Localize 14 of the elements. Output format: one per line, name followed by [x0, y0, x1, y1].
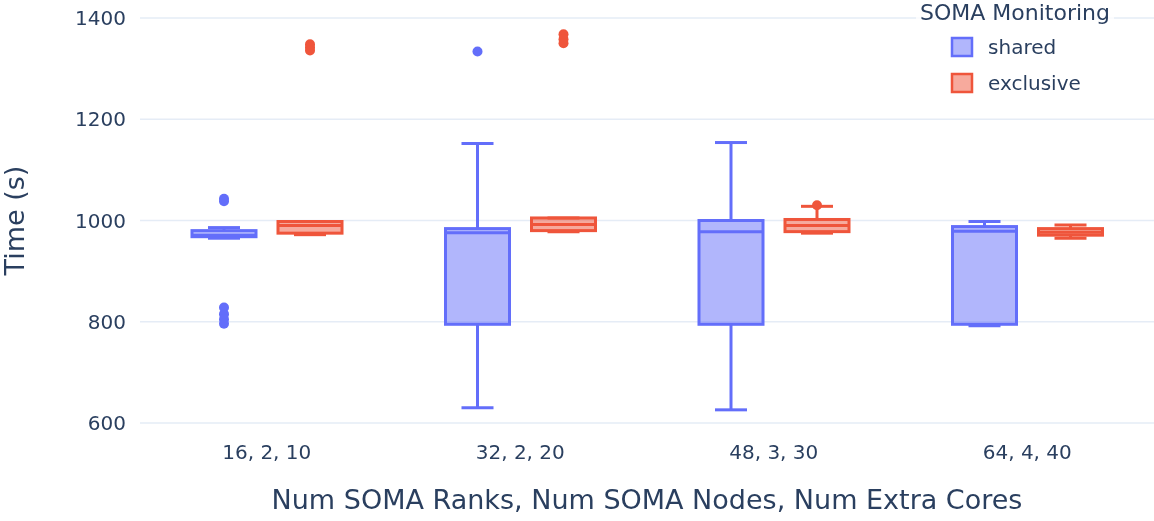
legend-title: SOMA Monitoring: [920, 0, 1110, 25]
y-tick-label: 1000: [75, 208, 126, 233]
x-tick-label: 16, 2, 10: [222, 440, 312, 465]
legend-label: shared: [987, 34, 1058, 61]
x-tick-label: 64, 4, 40: [982, 440, 1072, 465]
y-tick-label: 1200: [75, 107, 126, 132]
y-axis-title: Time (s): [0, 165, 30, 277]
x-tick-label: 48, 3, 30: [729, 440, 819, 465]
legend-label: exclusive: [987, 70, 1082, 97]
y-tick-label: 600: [87, 411, 126, 436]
y-tick-label: 800: [87, 309, 126, 334]
x-axis-title: Num SOMA Ranks, Num SOMA Nodes, Num Extra Cores: [271, 484, 1023, 515]
y-tick-label: 1400: [75, 6, 126, 31]
x-tick-label: 32, 2, 20: [475, 440, 565, 465]
